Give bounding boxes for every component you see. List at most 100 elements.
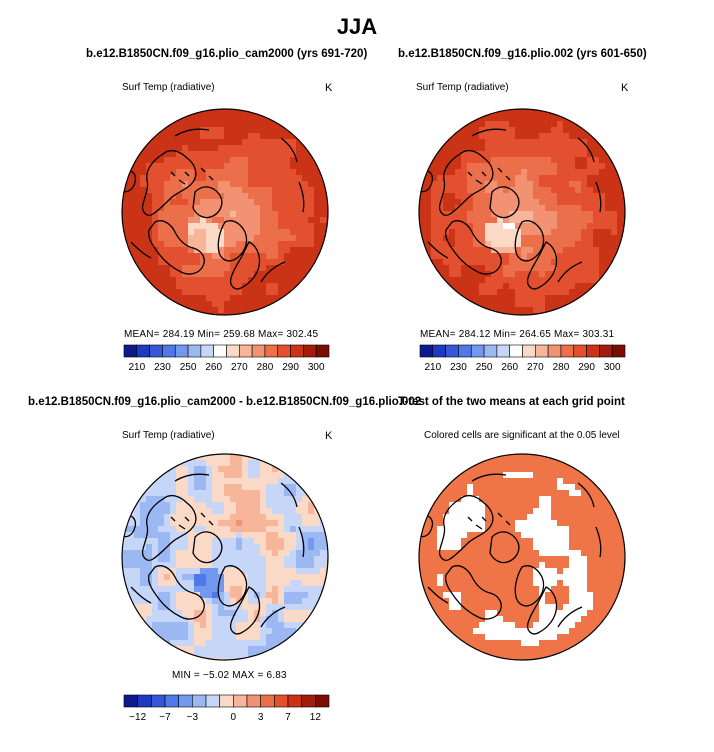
- map-cell: [539, 265, 546, 272]
- map-cell: [206, 145, 213, 152]
- map-cell: [284, 478, 291, 485]
- map-cell: [134, 259, 141, 266]
- map-cell: [134, 574, 141, 581]
- map-cell: [569, 199, 576, 206]
- map-cell: [212, 598, 219, 605]
- map-cell: [140, 259, 147, 266]
- map-cell: [491, 466, 498, 473]
- map-cell: [479, 484, 486, 491]
- map-cell: [230, 562, 237, 569]
- map-cell: [521, 580, 528, 587]
- map-cell: [194, 544, 201, 551]
- map-cell: [461, 550, 468, 557]
- map-cell: [164, 520, 171, 527]
- map-cell: [545, 628, 552, 635]
- map-cell: [278, 199, 285, 206]
- map-cell: [623, 205, 625, 212]
- map-cell: [551, 115, 558, 122]
- map-cell: [212, 223, 219, 230]
- map-cell: [176, 634, 183, 641]
- map-cell: [443, 133, 450, 140]
- map-cell: [278, 472, 285, 479]
- map-cell: [314, 544, 321, 551]
- map-cell: [140, 151, 147, 158]
- map-cell: [206, 301, 213, 308]
- map-cell: [200, 640, 207, 647]
- map-cell: [491, 508, 498, 515]
- map-cell: [509, 295, 516, 302]
- map-cell: [545, 283, 552, 290]
- map-cell: [587, 145, 594, 152]
- map-cell: [527, 604, 534, 611]
- map-cell: [521, 133, 528, 140]
- map-cell: [152, 139, 159, 146]
- map-cell: [194, 610, 201, 617]
- colorbar-tick-label: 250: [475, 362, 493, 373]
- map-cell: [587, 151, 594, 158]
- map-cell: [503, 622, 510, 629]
- map-cell: [443, 604, 450, 611]
- map-cell: [599, 259, 606, 266]
- map-cell: [509, 616, 516, 623]
- map-cell: [254, 562, 261, 569]
- map-cell: [224, 598, 231, 605]
- map-cell: [461, 598, 468, 605]
- map-cell: [461, 502, 468, 509]
- map-cell: [152, 490, 159, 497]
- map-cell: [545, 586, 552, 593]
- map-cell: [260, 544, 267, 551]
- map-cell: [491, 628, 498, 635]
- map-cell: [545, 610, 552, 617]
- map-cell: [170, 235, 177, 242]
- map-cell: [557, 460, 564, 467]
- map-cell: [134, 223, 141, 230]
- map-cell: [230, 634, 237, 641]
- map-cell: [503, 199, 510, 206]
- map-cell: [467, 568, 474, 575]
- map-cell: [503, 157, 510, 164]
- colorbar-swatch: [509, 344, 523, 358]
- map-cell: [260, 508, 267, 515]
- map-cell: [521, 520, 528, 527]
- map-cell: [461, 610, 468, 617]
- map-cell: [581, 550, 588, 557]
- map-cell: [485, 223, 492, 230]
- map-cell: [266, 598, 273, 605]
- map-cell: [284, 616, 291, 623]
- colorbar-swatch: [287, 694, 302, 708]
- map-cell: [212, 484, 219, 491]
- map-cell: [188, 622, 195, 629]
- map-cell: [605, 508, 612, 515]
- map-cell: [326, 532, 328, 539]
- map-cell: [188, 634, 195, 641]
- map-cell: [545, 289, 552, 296]
- colorbar-tick-label: 260: [205, 362, 223, 373]
- map-cell: [515, 163, 522, 170]
- map-cell: [443, 550, 450, 557]
- map-cell: [296, 574, 303, 581]
- map-cell: [182, 121, 189, 128]
- map-cell: [467, 586, 474, 593]
- map-cell: [587, 265, 594, 272]
- map-cell: [266, 247, 273, 254]
- map-cell: [569, 568, 576, 575]
- map-cell: [290, 532, 297, 539]
- map-cell: [521, 568, 528, 575]
- map-cell: [272, 496, 279, 503]
- map-cell: [479, 133, 486, 140]
- map-cell: [152, 223, 159, 230]
- map-cell: [278, 496, 285, 503]
- map-cell: [224, 193, 231, 200]
- map-cell: [569, 502, 576, 509]
- map-cell: [521, 241, 528, 248]
- map-cell: [182, 187, 189, 194]
- map-cell: [611, 532, 618, 539]
- map-cell: [563, 217, 570, 224]
- map-cell: [503, 121, 510, 128]
- map-cell: [527, 586, 534, 593]
- map-cell: [218, 115, 225, 122]
- map-cell: [569, 259, 576, 266]
- map-cell: [491, 169, 498, 176]
- map-cell: [545, 157, 552, 164]
- map-cell: [425, 211, 432, 218]
